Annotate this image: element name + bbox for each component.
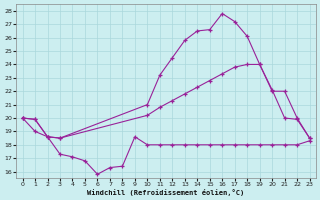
X-axis label: Windchill (Refroidissement éolien,°C): Windchill (Refroidissement éolien,°C) — [87, 189, 245, 196]
